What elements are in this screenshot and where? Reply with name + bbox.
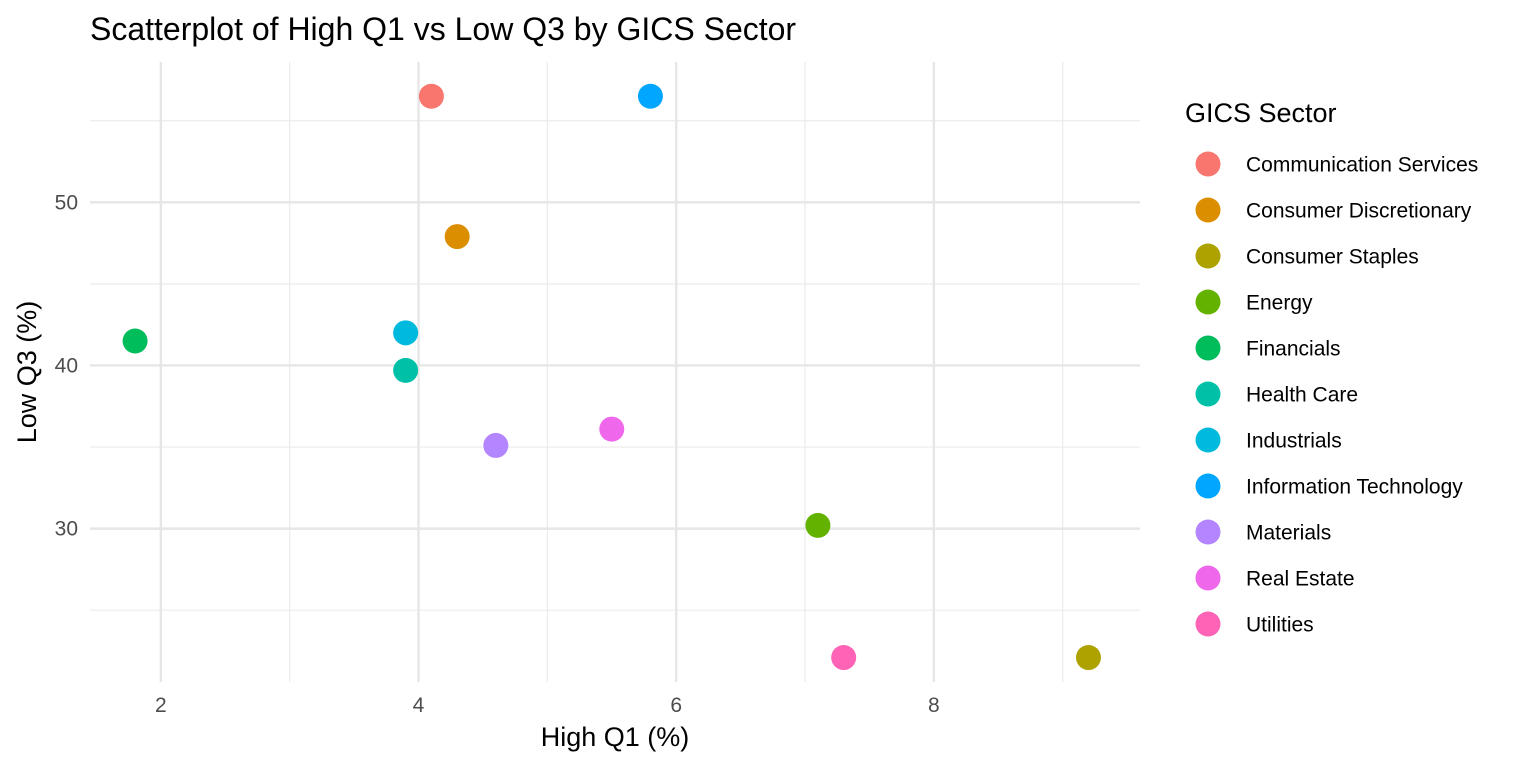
data-point — [483, 432, 509, 458]
legend-key — [1195, 565, 1221, 591]
legend-key — [1195, 151, 1221, 177]
legend-label: Communication Services — [1246, 154, 1478, 177]
legend-label: Consumer Staples — [1246, 246, 1419, 269]
minor-gridlines — [90, 62, 1140, 682]
x-tick-label: 8 — [928, 694, 940, 717]
data-point — [637, 83, 663, 109]
legend-label: Industrials — [1246, 430, 1342, 453]
x-axis-ticks: 2 4 6 8 — [155, 694, 940, 717]
data-point — [122, 328, 148, 354]
legend-label: Energy — [1246, 292, 1313, 315]
data-point — [599, 416, 625, 442]
legend-label: Utilities — [1246, 614, 1314, 637]
legend-label: Financials — [1246, 338, 1341, 361]
data-point — [418, 83, 444, 109]
x-tick-label: 2 — [155, 694, 167, 717]
legend-key — [1195, 335, 1221, 361]
data-point — [444, 224, 470, 250]
legend-key — [1195, 381, 1221, 407]
legend-label: Real Estate — [1246, 568, 1355, 591]
legend-label: Information Technology — [1246, 476, 1463, 499]
data-point — [1075, 645, 1101, 671]
plot-panel — [90, 62, 1140, 682]
legend-label: Materials — [1246, 522, 1331, 545]
x-tick-label: 4 — [413, 694, 425, 717]
legend-title: GICS Sector — [1185, 98, 1337, 128]
data-point — [805, 512, 831, 538]
legend-key — [1195, 243, 1221, 269]
data-point — [393, 320, 419, 346]
legend-items: Communication Services Consumer Discretio… — [1195, 151, 1478, 637]
chart-title: Scatterplot of High Q1 vs Low Q3 by GICS… — [90, 11, 796, 47]
legend-key — [1195, 519, 1221, 545]
legend: GICS Sector Communication Services Consum… — [1185, 98, 1478, 637]
data-point — [393, 357, 419, 383]
y-axis-title: Low Q3 (%) — [12, 301, 42, 444]
major-gridlines — [90, 62, 1140, 682]
legend-label: Health Care — [1246, 384, 1358, 407]
data-points — [122, 83, 1101, 671]
legend-key — [1195, 611, 1221, 637]
data-point — [831, 645, 857, 671]
x-axis-title: High Q1 (%) — [541, 722, 690, 752]
y-tick-label: 40 — [55, 354, 78, 377]
y-tick-label: 50 — [55, 191, 78, 214]
legend-key — [1195, 197, 1221, 223]
x-tick-label: 6 — [670, 694, 682, 717]
legend-key — [1195, 427, 1221, 453]
legend-label: Consumer Discretionary — [1246, 200, 1472, 223]
y-tick-label: 30 — [55, 518, 78, 541]
legend-key — [1195, 289, 1221, 315]
legend-key — [1195, 473, 1221, 499]
y-axis-ticks: 30 40 50 — [55, 191, 78, 540]
